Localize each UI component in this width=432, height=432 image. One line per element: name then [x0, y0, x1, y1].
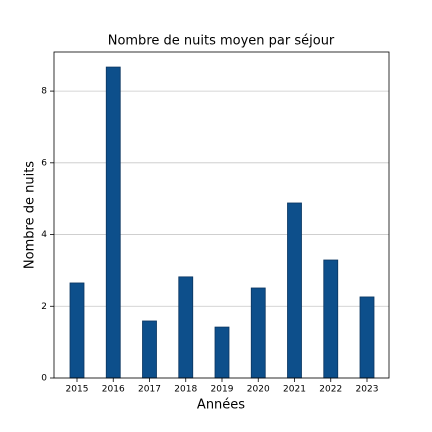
- y-tick-label: 6: [41, 158, 47, 168]
- bar: [105, 66, 121, 379]
- x-tick-label: 2017: [138, 385, 161, 395]
- bar: [178, 276, 194, 379]
- y-tick-label: 4: [41, 230, 47, 240]
- bar: [323, 259, 339, 379]
- plot-frame: [53, 51, 390, 379]
- x-tick-label: 2018: [174, 385, 197, 395]
- x-tick-label: 2019: [211, 385, 234, 395]
- chart-title: Nombre de nuits moyen par séjour: [108, 34, 335, 49]
- x-tick-label: 2015: [66, 385, 89, 395]
- y-tick-label: 2: [41, 302, 47, 312]
- y-tick-label: 0: [41, 374, 47, 384]
- y-axis-label: Nombre de nuits: [23, 161, 38, 269]
- x-tick-label: 2022: [319, 385, 342, 395]
- x-tick-label: 2023: [356, 385, 379, 395]
- bar: [250, 287, 266, 379]
- bar: [287, 202, 302, 379]
- x-axis-label: Années: [197, 398, 245, 413]
- x-tick-label: 2016: [102, 385, 125, 395]
- bar: [69, 282, 85, 379]
- bar: [142, 320, 157, 379]
- bar: [359, 296, 375, 379]
- x-tick-label: 2020: [247, 385, 270, 395]
- x-tick-label: 2021: [283, 385, 306, 395]
- bar: [214, 326, 230, 379]
- y-tick-label: 8: [41, 87, 47, 97]
